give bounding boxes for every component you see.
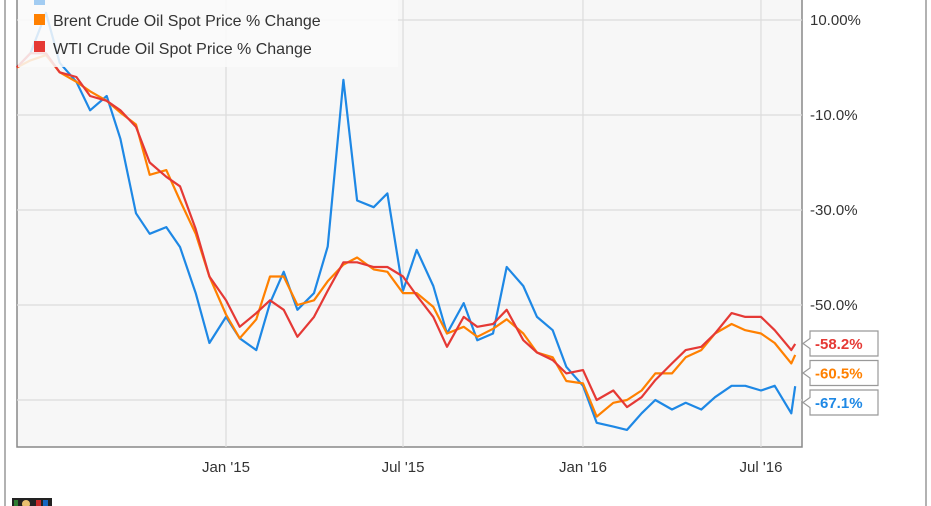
end-label-text: -58.2% — [815, 336, 863, 353]
end-label-text: -60.5% — [815, 366, 863, 383]
x-tick-label: Jan '16 — [559, 459, 607, 476]
y-tick-label: -30.0% — [810, 202, 858, 219]
x-tick-label: Jan '15 — [202, 459, 250, 476]
legend: Brent Crude Oil Spot Price % Change WTI … — [18, 0, 398, 67]
series-line-1 — [16, 53, 797, 418]
end-value-label-0: -67.1% — [801, 389, 879, 416]
legend-label-wti: WTI Crude Oil Spot Price % Change — [53, 41, 312, 58]
x-tick-label: Jul '16 — [740, 459, 783, 476]
legend-swatch-wti — [34, 41, 45, 52]
legend-swatch-brent — [34, 14, 45, 25]
legend-swatch-series-0 — [34, 0, 45, 5]
end-value-label-2: -58.2% — [801, 330, 879, 357]
legend-label-brent: Brent Crude Oil Spot Price % Change — [53, 13, 321, 30]
legend-background — [18, 0, 398, 67]
plot-area — [16, 0, 803, 448]
end-label-box — [801, 330, 879, 357]
y-tick-label: 10.00% — [810, 12, 861, 29]
end-label-box — [801, 359, 879, 387]
y-tick-label: -50.0% — [810, 297, 858, 314]
x-tick-label: Jul '15 — [382, 459, 425, 476]
series-line-2 — [15, 52, 797, 409]
logo — [12, 498, 52, 506]
end-label-text: -67.1% — [815, 395, 863, 412]
y-tick-label: -10.0% — [810, 107, 858, 124]
series-line-0 — [15, 11, 797, 431]
end-label-box — [801, 389, 879, 416]
end-value-label-1: -60.5% — [801, 359, 879, 387]
